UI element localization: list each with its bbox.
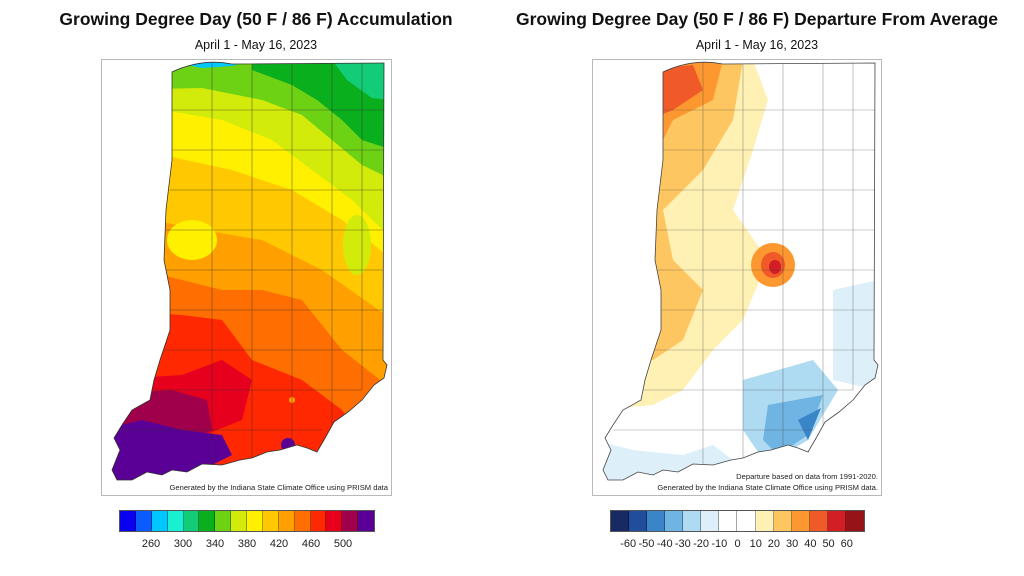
legend-swatch	[199, 511, 216, 531]
legend-swatch	[737, 511, 756, 531]
legend-swatch	[167, 511, 184, 531]
legend-swatch	[809, 511, 828, 531]
legend-tick-label: -60	[620, 538, 637, 550]
data-credit: Generated by the Indiana State Climate O…	[169, 483, 388, 492]
legend-swatch	[701, 511, 720, 531]
legend-tick-label: 40	[804, 538, 817, 550]
legend-swatch	[665, 511, 684, 531]
legend-swatch	[358, 511, 374, 531]
map-title: Growing Degree Day (50 F / 86 F) Accumul…	[59, 9, 453, 29]
legend-swatch	[791, 511, 810, 531]
accumulation-color-legend	[119, 510, 375, 532]
legend-swatch	[215, 511, 232, 531]
legend-swatch	[755, 511, 774, 531]
legend-tick-label: 380	[237, 538, 257, 550]
legend-swatch	[294, 511, 311, 531]
legend-swatch	[342, 511, 359, 531]
legend-tick-label: 60	[840, 538, 853, 550]
map-subtitle: April 1 - May 16, 2023	[695, 38, 819, 52]
gdd-departure-panel: Growing Degree Day (50 F / 86 F) Departu…	[490, 0, 1024, 576]
legend-tick-label: 340	[205, 538, 225, 550]
departure-legend-ticks: -60 -50 -40 -30 -20 -10 0 10 20 30 40 50 60	[610, 538, 865, 552]
legend-swatch	[845, 511, 864, 531]
legend-tick-label: -30	[674, 538, 691, 550]
indiana-departure-map	[602, 61, 879, 481]
legend-tick-label: 30	[786, 538, 799, 550]
map-subtitle: April 1 - May 16, 2023	[194, 38, 318, 52]
legend-tick-label: -50	[638, 538, 655, 550]
gdd-departure-map: Departure based on data from 1991-2020. …	[592, 59, 882, 496]
legend-swatch	[719, 511, 738, 531]
legend-tick-label: 420	[269, 538, 289, 550]
legend-swatch	[326, 511, 343, 531]
legend-swatch	[247, 511, 263, 531]
legend-tick-label: -40	[656, 538, 673, 550]
legend-swatch	[183, 511, 200, 531]
legend-tick-label: -10	[711, 538, 728, 550]
legend-tick-label: 10	[749, 538, 762, 550]
legend-swatch	[262, 511, 279, 531]
gdd-accumulation-map: Generated by the Indiana State Climate O…	[101, 59, 392, 496]
legend-tick-label: -20	[693, 538, 710, 550]
legend-tick-label: 260	[141, 538, 161, 550]
legend-tick-label: 500	[333, 538, 353, 550]
legend-swatch	[629, 511, 648, 531]
map-title: Growing Degree Day (50 F / 86 F) Departu…	[515, 9, 999, 29]
legend-swatch	[231, 511, 247, 531]
accumulation-legend-ticks: 260 300 340 380 420 460 500	[119, 538, 375, 552]
legend-swatch	[310, 511, 327, 531]
legend-swatch	[120, 511, 136, 531]
legend-swatch	[773, 511, 792, 531]
legend-swatch	[647, 511, 666, 531]
legend-tick-label: 20	[767, 538, 781, 550]
legend-tick-label: 460	[301, 538, 321, 550]
departure-color-legend	[610, 510, 865, 532]
legend-swatch	[151, 511, 168, 531]
data-credit: Generated by the Indiana State Climate O…	[657, 483, 878, 492]
indiana-accumulation-map	[111, 61, 388, 481]
baseline-note: Departure based on data from 1991-2020.	[736, 472, 878, 481]
legend-swatch	[135, 511, 152, 531]
gdd-accumulation-panel: Growing Degree Day (50 F / 86 F) Accumul…	[59, 9, 453, 552]
legend-tick-label: 50	[822, 538, 835, 550]
legend-swatch	[827, 511, 846, 531]
legend-tick-label: 300	[173, 538, 193, 550]
legend-swatch	[278, 511, 295, 531]
legend-swatch	[683, 511, 702, 531]
legend-swatch	[611, 511, 630, 531]
legend-tick-label: 0	[734, 538, 741, 550]
